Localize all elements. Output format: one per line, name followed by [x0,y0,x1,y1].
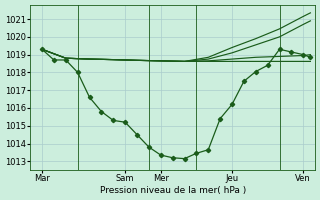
X-axis label: Pression niveau de la mer( hPa ): Pression niveau de la mer( hPa ) [100,186,246,195]
